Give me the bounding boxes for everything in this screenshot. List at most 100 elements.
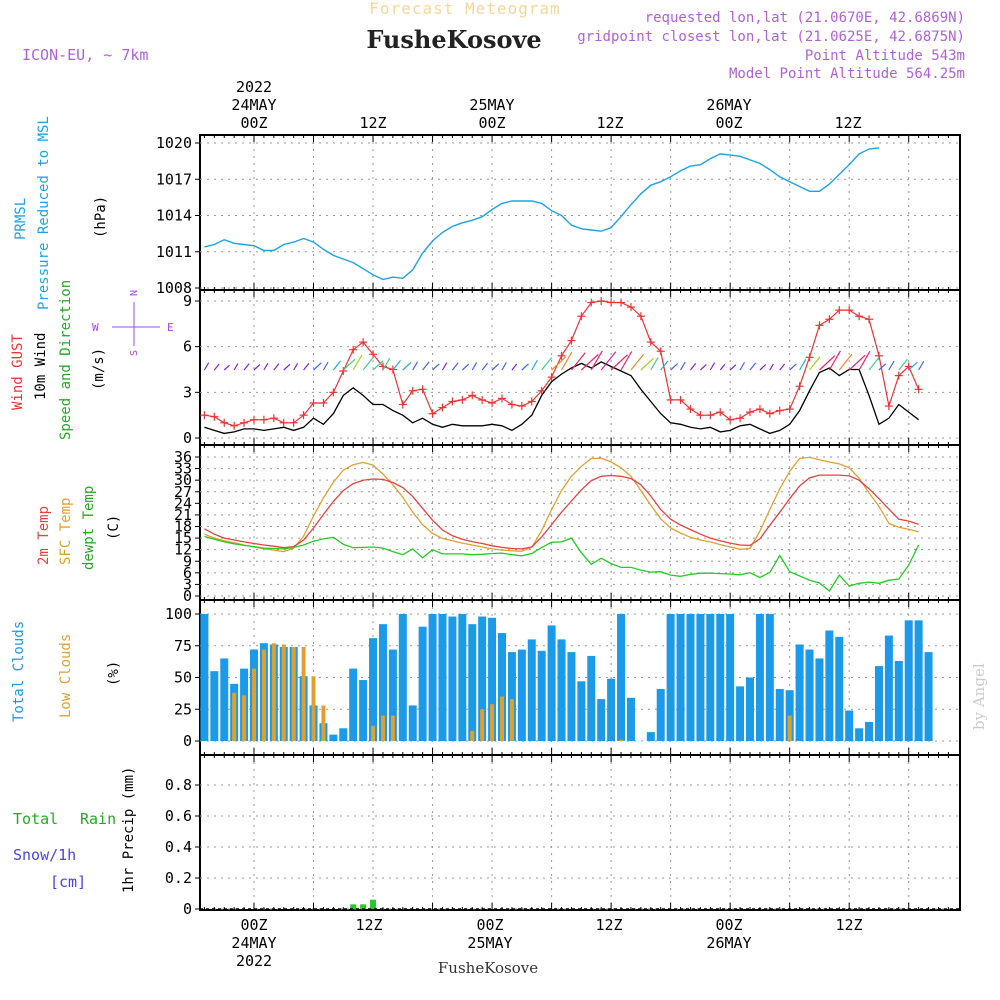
total-clouds-label: Total Clouds — [11, 621, 27, 722]
clouds-ytick-label: 25 — [174, 700, 192, 718]
precip-ytick-label: 0.2 — [165, 869, 192, 887]
low-cloud-bar — [380, 715, 385, 741]
total-cloud-bar — [438, 614, 447, 741]
total-cloud-bar — [557, 639, 566, 741]
wind-direction-arrow — [878, 363, 887, 371]
total-cloud-bar — [507, 652, 516, 741]
low-cloud-bar — [311, 676, 316, 741]
total-cloud-bar — [369, 638, 378, 741]
total-cloud-bar — [805, 649, 814, 741]
total-cloud-bar — [537, 650, 546, 741]
total-cloud-bar — [686, 614, 695, 741]
wind-gust-series-line — [204, 300, 920, 427]
total-cloud-bar — [587, 655, 596, 741]
wind-speed-dir-label: Speed and Direction — [58, 280, 74, 440]
wind-direction-arrow — [868, 357, 880, 371]
top-time-axis: 2022 24MAY 00Z 12Z 25MAY 00Z 12Z 26MAY 0… — [231, 78, 861, 132]
total-cloud-bar — [458, 614, 467, 741]
wind-direction-arrow — [908, 361, 918, 371]
wind-direction-arrow — [521, 363, 529, 371]
wind-direction-arrow — [372, 360, 384, 371]
total-cloud-bar — [210, 671, 219, 741]
top-time-label-12z-25: 12Z — [596, 114, 623, 132]
wind-direction-arrow — [471, 362, 478, 371]
wind-direction-arrow — [253, 364, 261, 371]
total-cloud-bar — [220, 658, 229, 741]
wind-direction-arrow — [600, 351, 617, 371]
low-cloud-bar — [371, 725, 376, 741]
total-cloud-bar — [726, 614, 735, 741]
wind-direction-arrow — [719, 363, 726, 371]
wind-direction-arrow — [640, 357, 654, 371]
top-time-label-00z-26: 00Z — [715, 114, 742, 132]
low-cloud-bar — [252, 668, 256, 741]
t2m-series-line — [204, 474, 919, 550]
temp-ytick-label: 27 — [174, 483, 192, 501]
precip-total-label: Total — [13, 810, 58, 828]
wind-direction-arrow — [690, 363, 697, 371]
precip-ytick-label: 0.8 — [165, 776, 192, 794]
wind-direction-arrow — [759, 364, 767, 371]
low-cloud-bar — [271, 643, 276, 741]
total-cloud-bar — [755, 614, 764, 741]
bottom-date-label-26may: 26MAY — [706, 934, 751, 952]
wind-direction-arrow — [739, 362, 745, 371]
total-cloud-bar — [815, 658, 824, 741]
top-time-label-12z-26: 12Z — [834, 114, 861, 132]
total-cloud-bar — [904, 620, 913, 741]
total-cloud-bar — [736, 686, 745, 741]
low-cloud-bar — [500, 696, 504, 741]
wind-direction-arrow — [501, 362, 507, 371]
wind-direction-arrow — [680, 361, 686, 371]
wind-direction-arrow — [918, 360, 925, 371]
temp-ytick-label: 21 — [174, 506, 192, 524]
model-label: ICON-EU, ~ 7km — [22, 46, 148, 64]
wind-direction-arrow — [223, 364, 230, 371]
low-cloud-bar — [480, 709, 485, 741]
wind-gust-label: Wind GUST — [10, 334, 26, 410]
bottom-year-label: 2022 — [236, 952, 272, 970]
wind-direction-arrow — [709, 362, 716, 371]
bottom-time-label-12z-26: 12Z — [835, 916, 862, 934]
total-cloud-bar — [884, 635, 893, 741]
top-time-label-12z-24: 12Z — [359, 114, 386, 132]
precip-rain-label: Rain — [80, 810, 116, 828]
total-cloud-bar — [359, 680, 368, 741]
rain-bar — [350, 904, 357, 909]
wind-direction-arrow — [461, 363, 470, 371]
low-cloud-bar — [619, 739, 624, 741]
total-cloud-bar — [567, 652, 576, 741]
wind-direction-arrow — [789, 363, 797, 371]
wind-direction-arrow — [491, 363, 500, 371]
pressure-panel-labels: PRMSL Pressure Reduced to MSL (hPa) — [13, 116, 109, 310]
top-date-label-25may: 25MAY — [469, 96, 514, 114]
low-cloud-bar — [787, 715, 792, 741]
low-cloud-bar — [232, 692, 237, 741]
bottom-time-label-12z-25: 12Z — [595, 916, 622, 934]
low-clouds-label: Low Clouds — [58, 634, 74, 718]
wind-ytick-label: 6 — [183, 338, 192, 356]
wind-direction-arrow — [551, 356, 566, 371]
temp-ytick-label: 30 — [174, 471, 192, 489]
wind-direction-arrow — [451, 362, 459, 371]
wind-direction-arrow — [213, 363, 220, 371]
rain-bar — [370, 899, 377, 909]
wind-direction-arrow — [313, 362, 322, 371]
pressure-ytick-label: 1014 — [156, 207, 192, 225]
compass-north: N — [129, 290, 140, 296]
total-cloud-bar — [696, 614, 705, 741]
wind-direction-arrow — [511, 363, 518, 371]
requested-coords: requested lon,lat (21.0670E, 42.6869N) — [645, 10, 965, 26]
low-cloud-bar — [490, 704, 495, 741]
total-cloud-bar — [408, 705, 417, 741]
wind-direction-arrow — [402, 361, 412, 371]
temp-ytick-label: 18 — [174, 518, 192, 536]
wind-direction-arrow — [699, 364, 707, 371]
chart-subtitle: Forecast Meteogram — [369, 0, 560, 18]
wind-direction-arrow — [441, 362, 448, 371]
temp-ytick-label: 36 — [174, 448, 192, 466]
clouds-ytick-label: 0 — [183, 732, 192, 750]
wind-direction-arrow — [749, 362, 757, 371]
total-cloud-bar — [378, 624, 387, 741]
